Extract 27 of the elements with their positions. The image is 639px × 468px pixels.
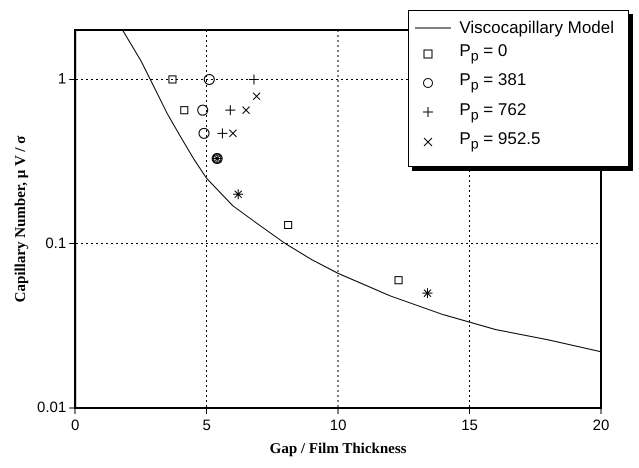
- point: [242, 106, 250, 114]
- point: [224, 104, 236, 116]
- y-tick-label: 0.1: [45, 234, 66, 252]
- point: [180, 106, 188, 114]
- x-tick-label: 20: [592, 417, 610, 434]
- y-tick-label: 1: [58, 70, 66, 88]
- x-axis-title: Gap / Film Thickness: [270, 440, 407, 457]
- legend-label: P$_{p}$ = 952.5: [459, 128, 540, 155]
- point: [198, 128, 210, 139]
- x-tick-label: 15: [461, 417, 478, 434]
- point: [168, 75, 177, 84]
- point: [394, 276, 403, 284]
- legend-label: P$_{p}$ = 0: [459, 40, 508, 66]
- point: [228, 129, 237, 138]
- x-tick-label: 10: [330, 417, 346, 434]
- y-axis-title: Capillary Number, μ V / σ: [12, 134, 29, 302]
- point: [284, 220, 292, 230]
- y-tick-label: 0.01: [36, 399, 66, 416]
- x-tick-label: 0: [71, 417, 80, 434]
- x-tick-label: 5: [202, 417, 211, 434]
- legend-label: Viscocapillary Model: [459, 17, 614, 38]
- point: [204, 74, 215, 85]
- point: [216, 128, 228, 139]
- point: [252, 92, 261, 100]
- legend-label: P$_{p}$ = 762: [459, 98, 526, 126]
- point: [197, 104, 208, 116]
- legend-label: P$_{p}$ = 381: [459, 69, 526, 96]
